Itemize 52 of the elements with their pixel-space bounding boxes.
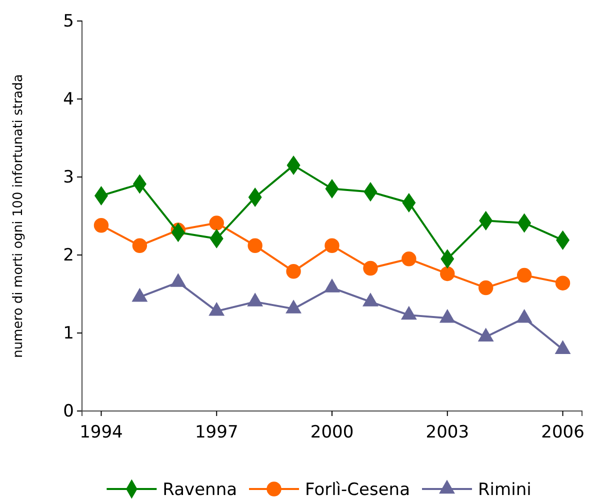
point: [479, 210, 493, 230]
point: [286, 156, 300, 176]
point: [402, 252, 416, 266]
point: [324, 238, 340, 253]
point: [324, 278, 340, 292]
y-tick-label: 1: [63, 323, 74, 344]
point: [555, 276, 570, 290]
point: [132, 288, 148, 302]
y-tick-label: 5: [63, 11, 74, 32]
point: [248, 188, 262, 208]
point: [94, 186, 108, 206]
point: [400, 306, 417, 320]
point: [516, 308, 532, 323]
point: [440, 266, 455, 282]
point: [286, 300, 302, 314]
point: [132, 174, 146, 194]
point: [556, 230, 570, 250]
point: [554, 340, 571, 354]
point: [402, 192, 416, 212]
point: [440, 249, 454, 269]
point: [171, 222, 185, 242]
x-tick-label: 1994: [80, 422, 123, 443]
x-tick-label: 2006: [541, 422, 584, 443]
point: [325, 178, 339, 198]
point: [478, 280, 494, 296]
point: [94, 218, 109, 233]
point: [208, 302, 225, 316]
point: [518, 213, 532, 233]
point: [362, 292, 378, 306]
legend-label: Rimini: [478, 480, 532, 499]
x-tick-label: 2000: [310, 422, 354, 443]
x-tick-label: 1997: [194, 422, 238, 443]
y-tick-label: 4: [63, 89, 74, 110]
y-tick-label: 0: [63, 401, 74, 422]
point: [247, 292, 264, 306]
point: [439, 308, 456, 323]
legend-label: Ravenna: [162, 480, 238, 499]
point: [248, 238, 262, 253]
point: [364, 182, 378, 202]
point: [132, 238, 148, 253]
point: [478, 328, 494, 342]
y-tick-label: 2: [63, 245, 74, 266]
point: [209, 216, 224, 230]
point: [516, 268, 532, 283]
legend-label: Forlì-Cesena: [305, 480, 410, 499]
x-tick-label: 2003: [426, 422, 470, 443]
y-tick-label: 3: [63, 167, 74, 188]
point: [363, 260, 378, 276]
y-axis-title: numero di morti ogni 100 infortunati strada: [11, 74, 26, 358]
point: [210, 228, 224, 248]
point: [170, 273, 186, 287]
point: [286, 264, 301, 279]
